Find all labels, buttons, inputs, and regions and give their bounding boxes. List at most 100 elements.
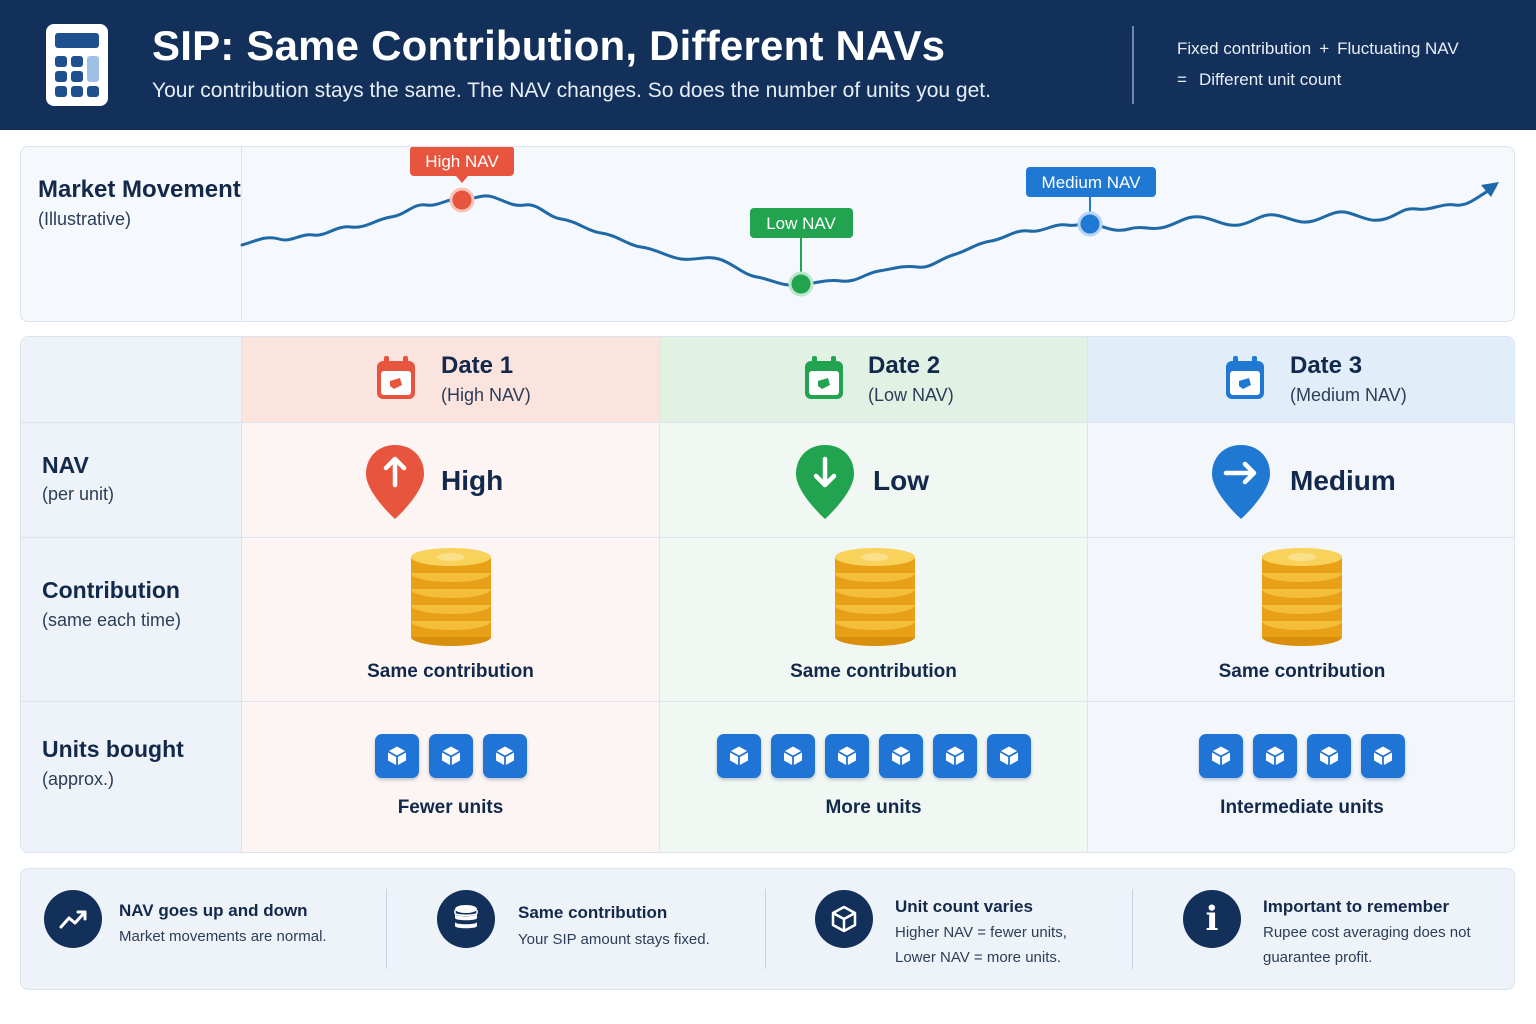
low-nav-point — [788, 271, 814, 297]
calendar-icon — [377, 356, 415, 399]
unit-cube-icon — [824, 734, 869, 778]
market-line — [240, 185, 1497, 287]
medium-nav-point — [1077, 211, 1103, 237]
date-3-title: Date 3 — [1290, 352, 1363, 379]
market-movement-card: Market Movement (Illustrative) High NAV … — [20, 146, 1515, 322]
unit-cube-icon — [482, 734, 527, 778]
header-divider — [1132, 26, 1134, 104]
row-sub-nav: (per unit) — [42, 484, 115, 504]
nav-level-low: Low — [873, 465, 929, 496]
footer-text-units-1: Higher NAV = fewer units, — [895, 924, 1067, 941]
low-nav-label: Low NAV — [766, 214, 836, 233]
date-3-subtitle: (Medium NAV) — [1290, 385, 1407, 405]
medium-nav-marker: Medium NAV — [1026, 167, 1156, 237]
nav-level-high: High — [441, 465, 504, 496]
date-2-subtitle: (Low NAV) — [868, 385, 954, 405]
footer-item-units: Unit count varies Higher NAV = fewer uni… — [766, 869, 1132, 989]
high-nav-label: High NAV — [425, 152, 499, 171]
arrow-down-pin-icon — [796, 445, 854, 519]
calculator-icon — [46, 24, 108, 106]
unit-cube-icon — [1361, 734, 1405, 778]
date-2-title: Date 2 — [868, 352, 941, 379]
units-boxes-3 — [1088, 734, 1514, 778]
column-header-date-3 — [1088, 337, 1514, 422]
unit-cube-icon — [986, 734, 1031, 778]
footer-notes: NAV goes up and down Market movements ar… — [20, 868, 1515, 990]
nav-level-medium: Medium — [1290, 465, 1396, 496]
unit-cube-icon — [1199, 734, 1243, 778]
footer-divider — [765, 889, 766, 969]
date-1-subtitle: (High NAV) — [441, 385, 531, 405]
contribution-label-3: Same contribution — [1218, 661, 1386, 682]
arrow-up-pin-icon — [366, 445, 424, 519]
footer-title-nav: NAV goes up and down — [119, 901, 308, 920]
row-title-contribution: Contribution — [42, 577, 180, 603]
row-sub-contribution: (same each time) — [42, 610, 182, 630]
column-date-1: Date 1 (High NAV) High Same contribution… — [242, 337, 660, 852]
footer-text-remember-2: guarantee profit. — [1263, 949, 1373, 966]
row-sub-units: (approx.) — [42, 769, 115, 789]
equation-plus: + — [1319, 39, 1330, 58]
units-boxes-1 — [242, 734, 659, 778]
row-divider — [21, 701, 1514, 702]
units-label-1: Fewer units — [397, 797, 504, 818]
column-header-date-2 — [660, 337, 1087, 422]
trend-up-icon — [44, 890, 102, 948]
header-banner: SIP: Same Contribution, Different NAVs Y… — [0, 0, 1536, 130]
equation-term-fluctuating: Fluctuating NAV — [1337, 39, 1459, 58]
unit-cube-icon — [716, 734, 761, 778]
footer-text-nav: Market movements are normal. — [119, 928, 327, 945]
high-nav-tag — [410, 147, 514, 176]
row-title-nav: NAV — [42, 452, 89, 478]
unit-cube-icon — [374, 734, 419, 778]
market-subtitle: (Illustrative) — [38, 209, 132, 229]
units-label-2: More units — [825, 797, 922, 818]
market-title: Market Movement — [38, 176, 241, 203]
row-divider — [21, 422, 1514, 423]
market-line-chart: High NAV Low NAV Medium NAV — [240, 147, 1499, 297]
arrow-right-pin-icon — [1212, 445, 1270, 519]
calendar-icon — [1226, 356, 1264, 399]
coin-stack-icon — [437, 890, 495, 948]
unit-cube-icon — [932, 734, 977, 778]
comparison-grid: NAV (per unit) Contribution (same each t… — [20, 336, 1515, 853]
footer-title-remember: Important to remember — [1263, 897, 1450, 916]
medium-nav-label: Medium NAV — [1042, 173, 1142, 192]
footer-divider — [1132, 889, 1133, 969]
coin-stack-icon — [1262, 548, 1342, 646]
low-nav-tag — [750, 208, 853, 238]
footer-text-contribution: Your SIP amount stays fixed. — [518, 931, 710, 948]
column-header-date-1 — [242, 337, 659, 422]
page-title: SIP: Same Contribution, Different NAVs — [152, 22, 946, 69]
equation-line-2: = Different unit count — [1177, 70, 1341, 90]
footer-item-remember: i Important to remember Rupee cost avera… — [1133, 869, 1515, 989]
footer-item-contribution: Same contribution Your SIP amount stays … — [387, 869, 765, 989]
equation-result: Different unit count — [1198, 70, 1342, 89]
column-date-3: Date 3 (Medium NAV) Medium Same contribu… — [1088, 337, 1514, 852]
unit-cube-icon — [878, 734, 923, 778]
contribution-label-1: Same contribution — [367, 661, 534, 682]
units-label-3: Intermediate units — [1220, 797, 1384, 818]
date-1-title: Date 1 — [441, 352, 514, 379]
market-arrowhead — [1481, 182, 1499, 197]
info-icon: i — [1183, 890, 1241, 948]
high-nav-marker: High NAV — [410, 147, 514, 213]
calendar-icon — [805, 356, 843, 399]
unit-cube-icon — [428, 734, 473, 778]
page-subtitle: Your contribution stays the same. The NA… — [152, 79, 991, 102]
row-divider — [21, 537, 1514, 538]
unit-cube-icon — [1307, 734, 1351, 778]
footer-text-units-2: Lower NAV = more units. — [895, 949, 1062, 966]
footer-title-units: Unit count varies — [895, 897, 1033, 916]
coin-stack-icon — [835, 548, 915, 646]
coin-stack-icon — [411, 548, 491, 646]
high-nav-point — [449, 187, 475, 213]
low-nav-marker: Low NAV — [750, 208, 853, 297]
column-date-2: Date 2 (Low NAV) Low Same contribution M… — [660, 337, 1088, 852]
unit-cube-icon — [1253, 734, 1297, 778]
footer-divider — [386, 889, 387, 969]
equation-equals: = — [1177, 70, 1187, 89]
row-label-column: NAV (per unit) Contribution (same each t… — [21, 337, 242, 852]
equation-term-fixed: Fixed contribution — [1177, 39, 1312, 58]
contribution-label-2: Same contribution — [790, 661, 957, 682]
